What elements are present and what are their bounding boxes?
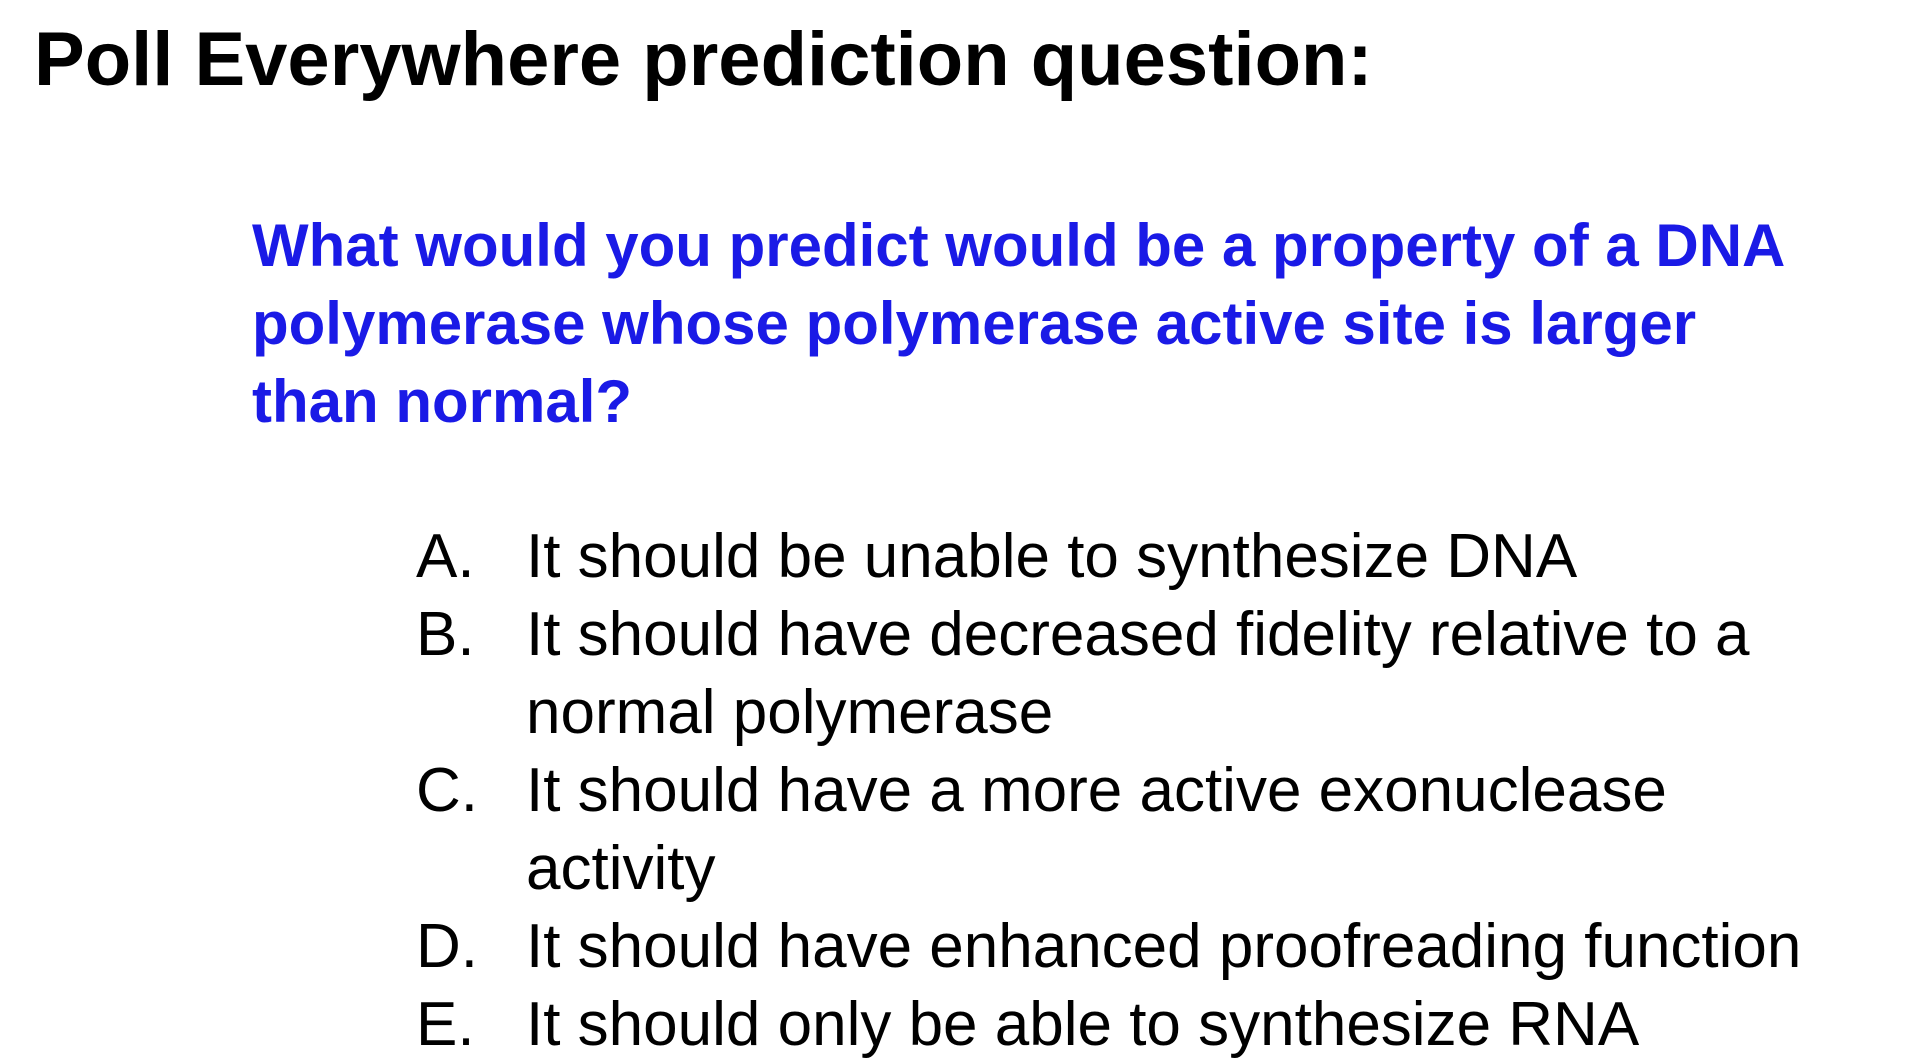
option-text: It should have decreased fidelity relati… [526, 600, 1750, 669]
answer-option-b: B. It should have decreased fidelity rel… [416, 596, 1801, 752]
answer-option-c: C. It should have a more active exonucle… [416, 752, 1801, 908]
option-text: It should only be able to synthesize RNA [526, 990, 1640, 1059]
option-letter: A. [416, 522, 475, 591]
question-line-1: What would you predict would be a proper… [252, 212, 1786, 279]
question-line-2: polymerase whose polymerase active site … [252, 290, 1697, 357]
option-text: It should have a more active exonuclease [526, 756, 1667, 825]
answer-option-d: D. It should have enhanced proofreading … [416, 908, 1801, 986]
option-text: It should be unable to synthesize DNA [526, 522, 1578, 591]
option-letter: B. [416, 600, 475, 669]
answer-option-a: A. It should be unable to synthesize DNA [416, 518, 1801, 596]
option-letter: D. [416, 912, 478, 981]
question-line-3: than normal? [252, 368, 633, 435]
slide-title: Poll Everywhere prediction question: [34, 17, 1373, 102]
answer-options: A. It should be unable to synthesize DNA… [416, 518, 1801, 1064]
option-text-continued: activity [526, 834, 716, 903]
answer-option-e: E. It should only be able to synthesize … [416, 986, 1801, 1064]
option-letter: C. [416, 756, 478, 825]
option-letter: E. [416, 990, 475, 1059]
poll-question: What would you predict would be a proper… [252, 207, 1912, 441]
option-text-continued: normal polymerase [526, 678, 1054, 747]
option-text: It should have enhanced proofreading fun… [526, 912, 1802, 981]
